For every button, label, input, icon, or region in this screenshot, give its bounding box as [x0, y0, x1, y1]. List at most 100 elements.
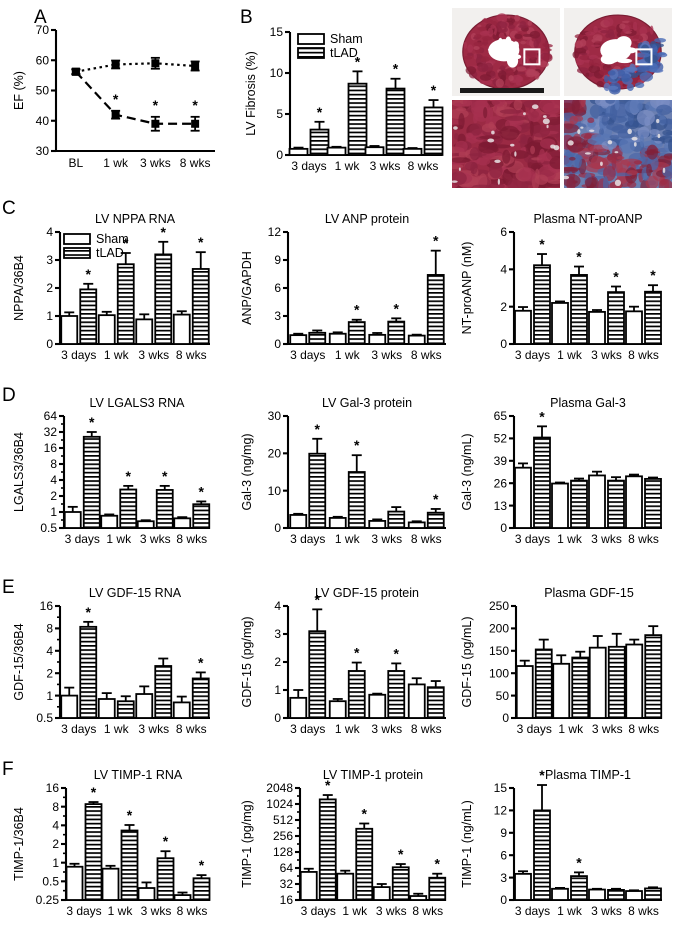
histology-image — [452, 100, 560, 188]
tissue-texture — [514, 14, 520, 22]
cell-texture — [530, 145, 536, 155]
significance-star: * — [325, 777, 331, 793]
bar-tlad-3-days — [533, 809, 551, 901]
y-tick-label: 16 — [40, 599, 54, 613]
cell-texture — [649, 129, 660, 135]
x-tick-label: 3 days — [65, 532, 100, 546]
chart-panel-a-ef: 30 40 50 60 70 * * * BL 1 wk 3 wks 8 wks EF (%) — [10, 14, 225, 189]
y-tick-label: 26 — [494, 476, 508, 490]
bar-sham-3-wks — [588, 310, 606, 345]
y-tick-label: 0 — [274, 337, 281, 351]
bar-sham-3-days — [514, 309, 532, 345]
significance-star: * — [539, 236, 545, 252]
legend-label-sham: Sham — [330, 32, 363, 46]
tissue-texture — [515, 75, 524, 83]
series-line-tlad — [75, 70, 196, 125]
y-tick-label: 50 — [496, 689, 510, 703]
tissue-texture — [632, 21, 638, 31]
x-tick-label: 1 wk — [335, 159, 361, 173]
significance-star: * — [86, 604, 92, 620]
bar-tlad-3-days — [533, 436, 551, 529]
cell-texture — [500, 125, 520, 141]
x-tick-label: 3 days — [515, 904, 550, 918]
bar-tlad-3-wks — [385, 87, 406, 156]
bar-tlad-1-wk — [347, 321, 366, 345]
x-tick-label: 1 wk — [335, 532, 361, 546]
bar-sham-8-wks — [173, 894, 192, 901]
nucleus-gap — [633, 142, 637, 147]
bar-sham-1-wk — [551, 482, 569, 529]
y-axis-label: GDF-15/36B4 — [12, 623, 26, 700]
y-tick-label: 1 — [274, 683, 281, 697]
bar-sham-8-wks — [625, 890, 643, 901]
bar-tlad-3-days — [79, 288, 98, 345]
fibrosis-region — [621, 73, 631, 83]
significance-star: * — [198, 234, 204, 250]
y-tick-label: 100 — [489, 666, 509, 680]
tissue-texture — [533, 39, 540, 49]
x-tick-label: 1 wk — [557, 532, 583, 546]
tissue-texture — [477, 24, 482, 28]
bar-tlad-8-wks — [191, 268, 210, 345]
cell-texture — [605, 100, 616, 104]
chart-svg: LV TIMP-1 protein 16 32 64 128 256 512 1024 2048… — [240, 768, 447, 918]
bar-tlad-1-wk — [116, 263, 135, 345]
tissue-texture — [630, 38, 640, 42]
y-tick-label: 9 — [274, 253, 281, 267]
bar-tlad-3-wks — [387, 670, 406, 719]
x-tick-label: 8 wks — [628, 348, 659, 362]
y-tick-label: 10 — [268, 484, 282, 498]
y-tick-label: 1024 — [266, 797, 293, 811]
chart-svg: LV Gal-3 protein 0 10 20 30 * 3 days * 1 wk 3 wks… — [240, 396, 446, 546]
chart-lv-nppa-rna: LV NPPA RNA 0 1 2 3 4 * 3 days * 1 wk * 3 wks * 8 wks… — [10, 208, 218, 378]
nucleus-gap — [494, 159, 501, 163]
y-tick-label: 10 — [270, 66, 284, 80]
significance-star: * — [127, 807, 133, 823]
panel-letter-d: D — [2, 385, 16, 406]
bar-sham-3-days — [299, 871, 318, 901]
y-tick-label: 4 — [52, 819, 59, 833]
cell-texture — [564, 166, 581, 172]
chart-title: Plasma GDF-15 — [544, 586, 634, 600]
bar-sham-1-wk — [101, 867, 120, 901]
fibrosis-region — [603, 82, 611, 92]
tissue-texture — [507, 16, 511, 19]
significance-star: * — [613, 269, 619, 285]
bar-tlad-1-wk — [347, 471, 366, 529]
x-tick-label: 1 wk — [335, 722, 361, 736]
bar-sham-3-wks — [372, 886, 391, 901]
x-tick-label: 3 wks — [371, 532, 402, 546]
x-tick-label: 1 wk — [558, 722, 584, 736]
bar-sham-8-wks — [625, 475, 643, 529]
tissue-texture — [467, 44, 474, 53]
bar-tlad-1-wk — [571, 656, 590, 719]
nucleus-gap — [662, 167, 666, 173]
x-tick-label: 3 days — [61, 722, 96, 736]
nucleus-gap — [584, 152, 591, 155]
x-tick-label: 8 wks — [628, 722, 659, 736]
tissue-texture — [588, 65, 601, 74]
bar-tlad-3-days — [308, 452, 327, 529]
legend-swatch-sham — [63, 233, 91, 245]
histology-panel — [452, 8, 674, 188]
trabecula-gap — [505, 36, 512, 48]
tissue-texture — [649, 25, 654, 35]
tissue-texture — [543, 54, 553, 62]
cell-texture — [633, 160, 643, 165]
significance-star: * — [163, 833, 169, 849]
panel-letter-e: E — [2, 577, 15, 598]
bar-tlad-3-wks — [607, 889, 625, 901]
bar-sham-3-wks — [137, 887, 156, 901]
bar-sham-3-days — [515, 665, 534, 719]
tissue-texture — [477, 26, 487, 31]
cell-texture — [539, 100, 556, 113]
x-tick-label: 8 wks — [176, 348, 207, 362]
bar-tlad-3-wks — [387, 510, 406, 529]
fibrosis-region — [636, 52, 651, 58]
tissue-texture — [490, 24, 495, 29]
y-tick-label: 16 — [280, 893, 294, 907]
chart-svg: 0 5 10 15 * 3 days * 1 wk * 3 wks * 8 wks LV Fibrosi… — [244, 25, 444, 173]
cell-texture — [476, 157, 491, 166]
tissue-texture — [465, 66, 477, 75]
y-tick-label: 2 — [52, 837, 59, 851]
